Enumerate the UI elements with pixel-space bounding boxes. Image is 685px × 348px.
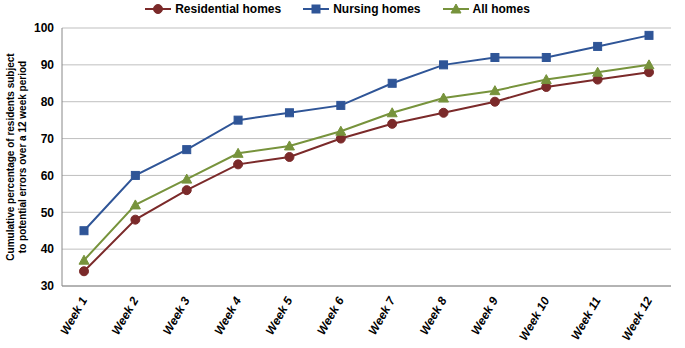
svg-text:Week 9: Week 9 — [468, 294, 501, 337]
svg-text:Week 12: Week 12 — [619, 294, 655, 343]
svg-text:70: 70 — [41, 132, 55, 146]
svg-text:60: 60 — [41, 169, 55, 183]
svg-text:80: 80 — [41, 95, 55, 109]
svg-text:Cumulative percentage of resid: Cumulative percentage of residents subje… — [8, 53, 28, 261]
svg-text:100: 100 — [34, 21, 54, 35]
svg-text:Week 10: Week 10 — [516, 294, 552, 343]
svg-text:Week 4: Week 4 — [211, 294, 244, 337]
svg-text:50: 50 — [41, 206, 55, 220]
svg-text:Week 7: Week 7 — [366, 293, 399, 337]
html-text:Nursing homes: Nursing homes — [333, 2, 421, 16]
svg-text:Week 11: Week 11 — [568, 294, 604, 342]
svg-text:Week 1: Week 1 — [57, 294, 90, 337]
svg-text:90: 90 — [41, 58, 55, 72]
svg-text:Week 5: Week 5 — [263, 294, 296, 337]
svg-text:40: 40 — [41, 242, 55, 256]
svg-text:Week 6: Week 6 — [314, 294, 347, 337]
html-text:Residential homes: Residential homes — [175, 2, 282, 16]
svg-text:Week 2: Week 2 — [109, 294, 142, 337]
svg-text:Week 3: Week 3 — [160, 294, 193, 337]
svg-text:Week 8: Week 8 — [417, 294, 450, 337]
html-text:All homes: All homes — [472, 2, 530, 16]
svg-text:30: 30 — [41, 279, 55, 293]
